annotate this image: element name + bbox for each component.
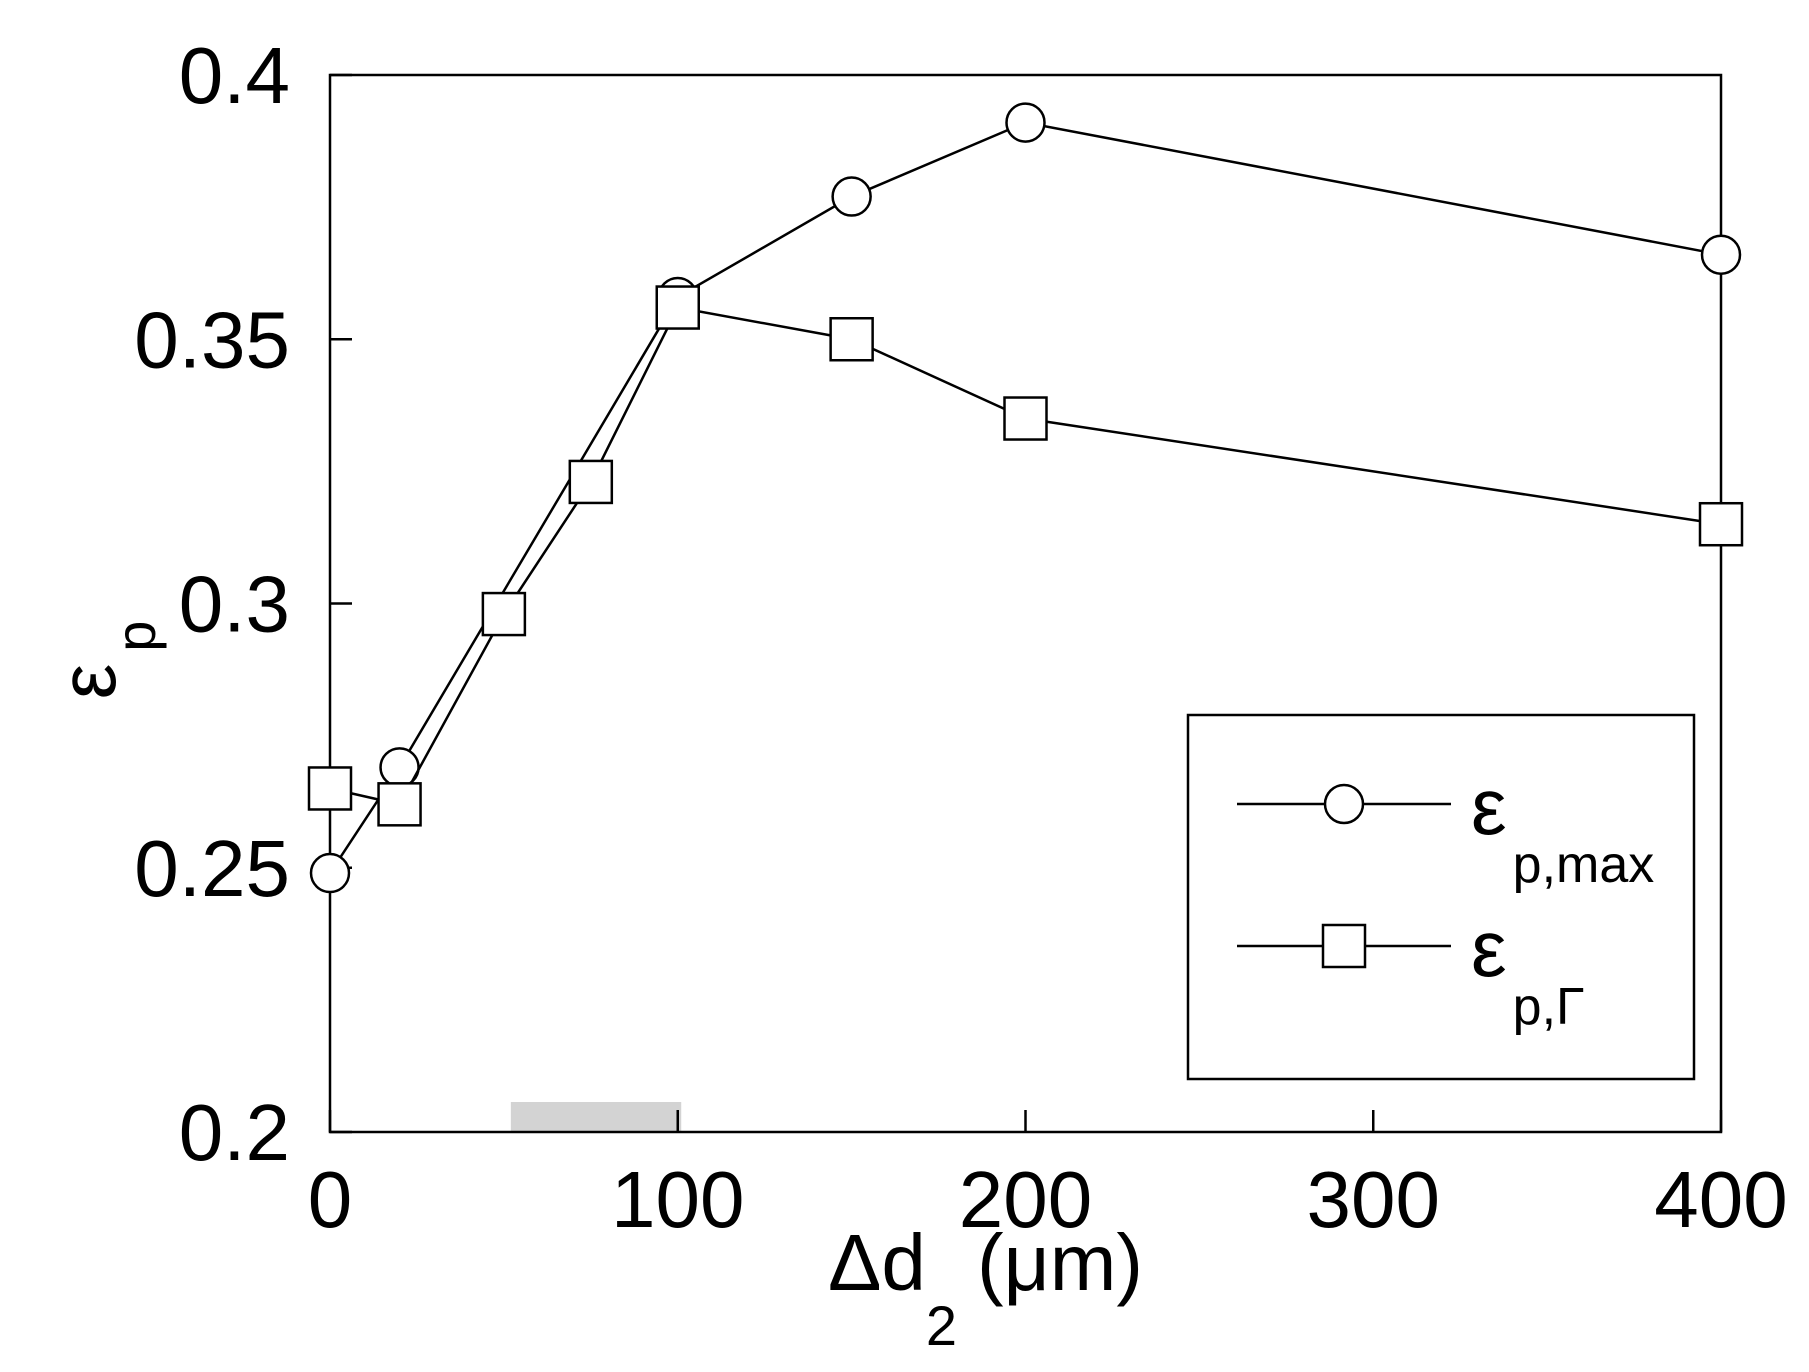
x-label-sub: 2 <box>926 1294 957 1357</box>
y-tick-label: 0.25 <box>134 824 290 913</box>
marker <box>377 782 422 827</box>
legend-box <box>1186 713 1696 1081</box>
x-tick-label: 100 <box>611 1155 744 1244</box>
marker <box>1700 234 1742 275</box>
y-tick-label: 0.35 <box>134 295 290 384</box>
y-tick-label: 0.2 <box>179 1088 290 1177</box>
legend-marker <box>1323 783 1365 825</box>
x-tick-label: 400 <box>1654 1155 1787 1244</box>
x-tick-label: 300 <box>1307 1155 1440 1244</box>
marker <box>829 317 874 362</box>
x-tick-label: 200 <box>959 1155 1092 1244</box>
series-line <box>329 306 1722 806</box>
legend-label: εp,Γ <box>1471 904 1585 1036</box>
marker <box>655 285 700 330</box>
y-label-main: ε <box>43 664 132 700</box>
y-label-sub: p <box>104 621 167 652</box>
x-label-unit: (μm) <box>977 1218 1143 1307</box>
legend-marker <box>1321 923 1367 969</box>
highlight-band <box>510 1102 682 1132</box>
marker <box>831 176 872 217</box>
marker <box>307 766 353 811</box>
marker <box>481 591 527 637</box>
legend-label: εp,max <box>1471 762 1654 894</box>
x-axis-label: Δd2 (μm) <box>828 1218 1143 1357</box>
y-axis-label: εp <box>43 621 167 700</box>
marker <box>568 459 614 505</box>
marker <box>309 852 351 894</box>
marker <box>1005 102 1046 143</box>
y-tick-label: 0.4 <box>179 31 290 120</box>
y-tick-label: 0.3 <box>179 560 290 649</box>
x-tick-label: 0 <box>308 1155 353 1244</box>
marker <box>1698 501 1744 547</box>
x-label-main: Δd <box>828 1218 926 1307</box>
marker <box>1003 396 1048 441</box>
